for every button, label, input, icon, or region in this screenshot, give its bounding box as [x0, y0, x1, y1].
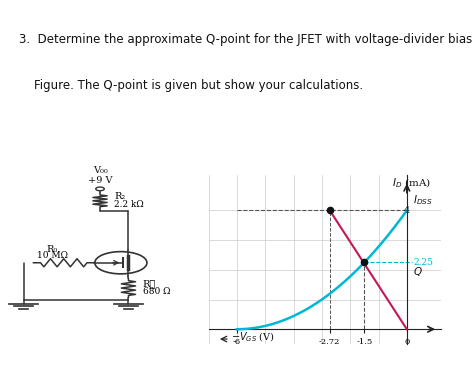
Text: $I_D$ (mA): $I_D$ (mA) — [392, 177, 431, 191]
Text: R₂: R₂ — [114, 192, 125, 201]
Text: 3.  Determine the approximate Q-point for the JFET with voltage-divider bias in : 3. Determine the approximate Q-point for… — [19, 33, 474, 46]
Text: 4: 4 — [404, 206, 410, 215]
Text: +9 V: +9 V — [88, 176, 112, 185]
Text: $I_{DSS}$: $I_{DSS}$ — [413, 194, 433, 208]
Text: 2.2 kΩ: 2.2 kΩ — [114, 200, 144, 209]
Text: 2.25: 2.25 — [413, 258, 433, 267]
Text: R₀: R₀ — [46, 245, 58, 254]
Text: 10 MΩ: 10 MΩ — [36, 251, 68, 260]
Text: V₀₀: V₀₀ — [92, 166, 108, 175]
Text: $Q$: $Q$ — [413, 265, 423, 278]
Text: R⁳: R⁳ — [143, 279, 156, 288]
Text: $-V_{GS}$ (V): $-V_{GS}$ (V) — [231, 331, 275, 344]
Text: Figure. The Q-point is given but show your calculations.: Figure. The Q-point is given but show yo… — [19, 79, 363, 92]
Text: 680 Ω: 680 Ω — [143, 287, 170, 296]
